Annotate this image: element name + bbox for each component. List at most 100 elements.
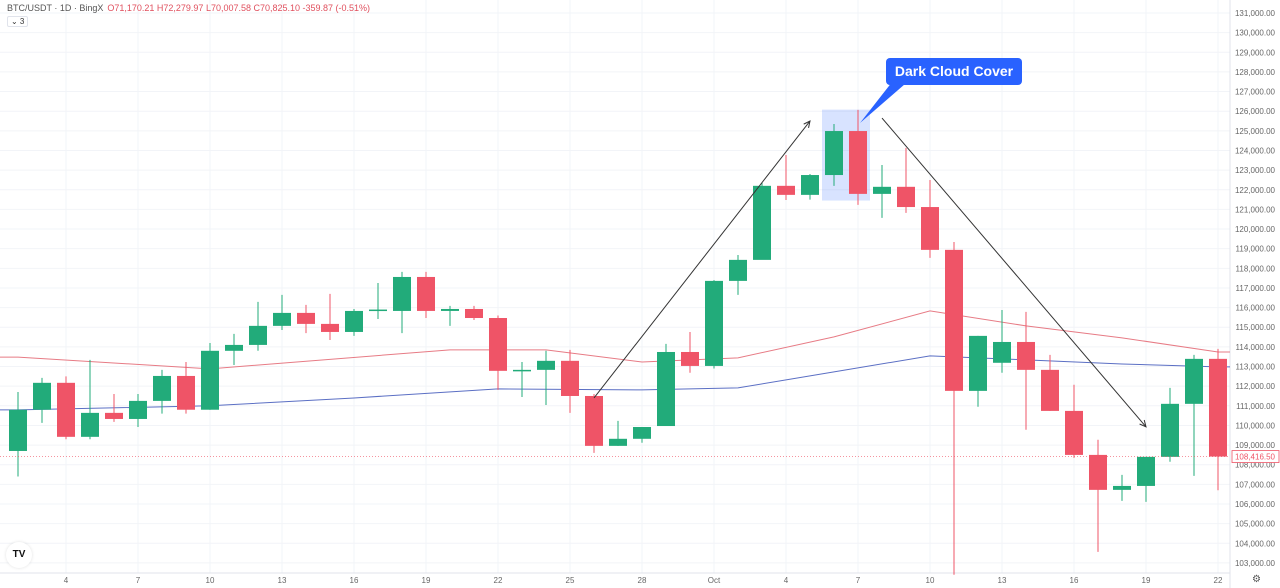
y-tick-label: 115,000.00 — [1236, 323, 1276, 332]
candle-bullish — [729, 259, 747, 281]
candle-bearish — [561, 360, 579, 396]
y-tick-label: 110,000.00 — [1236, 421, 1276, 430]
y-tick-label: 113,000.00 — [1236, 363, 1276, 372]
candle-bullish — [513, 369, 531, 372]
candle-bullish — [705, 280, 723, 366]
y-tick-label: 123,000.00 — [1235, 166, 1276, 175]
candle-bearish — [57, 382, 75, 437]
candle-bullish — [753, 185, 771, 260]
x-tick-label: 4 — [64, 576, 69, 585]
y-tick-label: 129,000.00 — [1235, 48, 1276, 57]
y-tick-label: 107,000.00 — [1235, 480, 1276, 489]
candle-bullish — [153, 375, 171, 401]
x-tick-label: 22 — [1214, 576, 1223, 585]
y-tick-label: 120,000.00 — [1235, 225, 1276, 234]
x-tick-label: 19 — [1142, 576, 1151, 585]
y-tick-label: 125,000.00 — [1235, 127, 1276, 136]
candle-bearish — [945, 249, 963, 391]
candle-bearish — [1089, 454, 1107, 490]
y-tick-label: 130,000.00 — [1235, 29, 1276, 38]
ohlc-values: O71,170.21 H72,279.97 L70,007.58 C70,825… — [107, 3, 371, 13]
tradingview-logo[interactable]: TV — [6, 542, 32, 568]
x-tick-label: 10 — [926, 576, 935, 585]
pattern-label: Dark Cloud Cover — [886, 58, 1022, 85]
y-tick-label: 126,000.00 — [1235, 107, 1276, 116]
x-tick-label: 16 — [1070, 576, 1079, 585]
candle-bullish — [1137, 456, 1155, 486]
candle-bearish — [921, 207, 939, 250]
y-tick-label: 103,000.00 — [1235, 559, 1276, 568]
y-tick-label: 131,000.00 — [1235, 9, 1276, 18]
y-tick-label: 128,000.00 — [1235, 68, 1276, 77]
y-tick-label: 117,000.00 — [1236, 284, 1276, 293]
last-price-badge — [1231, 450, 1280, 463]
x-tick-label: 28 — [638, 576, 647, 585]
arrow-head-icon — [1139, 419, 1147, 428]
x-tick-label: Oct — [708, 576, 721, 585]
x-tick-label: 7 — [136, 576, 141, 585]
candle-bullish — [873, 186, 891, 194]
arrow-head-icon — [803, 120, 811, 128]
candle-bullish — [609, 438, 627, 446]
candle-bullish — [81, 412, 99, 437]
gear-icon[interactable]: ⚙ — [1252, 574, 1261, 585]
candle-bearish — [681, 351, 699, 366]
x-tick-label: 22 — [494, 576, 503, 585]
last-price-label: 108,416.50 — [1235, 453, 1276, 462]
y-tick-label: 114,000.00 — [1236, 343, 1276, 352]
candle-bullish — [33, 382, 51, 410]
y-tick-label: 116,000.00 — [1236, 304, 1276, 313]
candle-bearish — [777, 185, 795, 195]
candle-bullish — [1113, 485, 1131, 490]
x-tick-label: 13 — [278, 576, 287, 585]
x-tick-label: 25 — [566, 576, 575, 585]
candle-bullish — [441, 308, 459, 311]
y-tick-label: 121,000.00 — [1235, 205, 1276, 214]
candle-bullish — [345, 310, 363, 332]
candle-bearish — [489, 318, 507, 371]
y-tick-label: 106,000.00 — [1235, 500, 1276, 509]
candle-bullish — [201, 350, 219, 410]
candle-bullish — [657, 351, 675, 427]
candle-bullish — [369, 309, 387, 312]
candle-bearish — [321, 323, 339, 332]
candle-bullish — [9, 409, 27, 451]
candle-bearish — [849, 131, 867, 194]
x-tick-label: 16 — [350, 576, 359, 585]
y-tick-label: 119,000.00 — [1236, 245, 1276, 254]
candle-bearish — [1065, 410, 1083, 455]
candle-bearish — [465, 308, 483, 319]
candle-bearish — [105, 412, 123, 419]
candle-bullish — [1161, 403, 1179, 457]
candle-bullish — [969, 335, 987, 391]
y-tick-label: 111,000.00 — [1236, 402, 1275, 411]
candle-bullish — [537, 360, 555, 370]
x-tick-label: 19 — [422, 576, 431, 585]
x-tick-label: 4 — [784, 576, 789, 585]
y-tick-label: 124,000.00 — [1235, 146, 1276, 155]
candle-bearish — [1041, 369, 1059, 411]
y-tick-label: 112,000.00 — [1236, 382, 1276, 391]
symbol-title: BTC/USDT · 1D · BingX — [7, 3, 104, 13]
candle-bullish — [393, 276, 411, 311]
trend-arrow-1 — [593, 120, 811, 399]
symbol-legend: BTC/USDT · 1D · BingX O71,170.21 H72,279.… — [7, 3, 370, 13]
indicators-toggle-button[interactable]: ⌄ 3 — [7, 16, 29, 27]
candle-bullish — [801, 175, 819, 195]
candle-bullish — [993, 341, 1011, 363]
candle-bullish — [225, 344, 243, 351]
candle-bearish — [417, 276, 435, 311]
trend-arrow-2 — [881, 117, 1147, 428]
candle-bearish — [585, 395, 603, 446]
candle-bearish — [1209, 358, 1227, 457]
y-tick-label: 118,000.00 — [1236, 264, 1276, 273]
candle-bullish — [825, 131, 843, 176]
candle-bearish — [1017, 341, 1035, 370]
callout-pointer — [860, 82, 905, 123]
candle-bearish — [177, 375, 195, 410]
y-tick-label: 122,000.00 — [1235, 186, 1276, 195]
candle-bullish — [1185, 358, 1203, 404]
candle-bullish — [633, 427, 651, 439]
candle-bullish — [249, 325, 267, 345]
